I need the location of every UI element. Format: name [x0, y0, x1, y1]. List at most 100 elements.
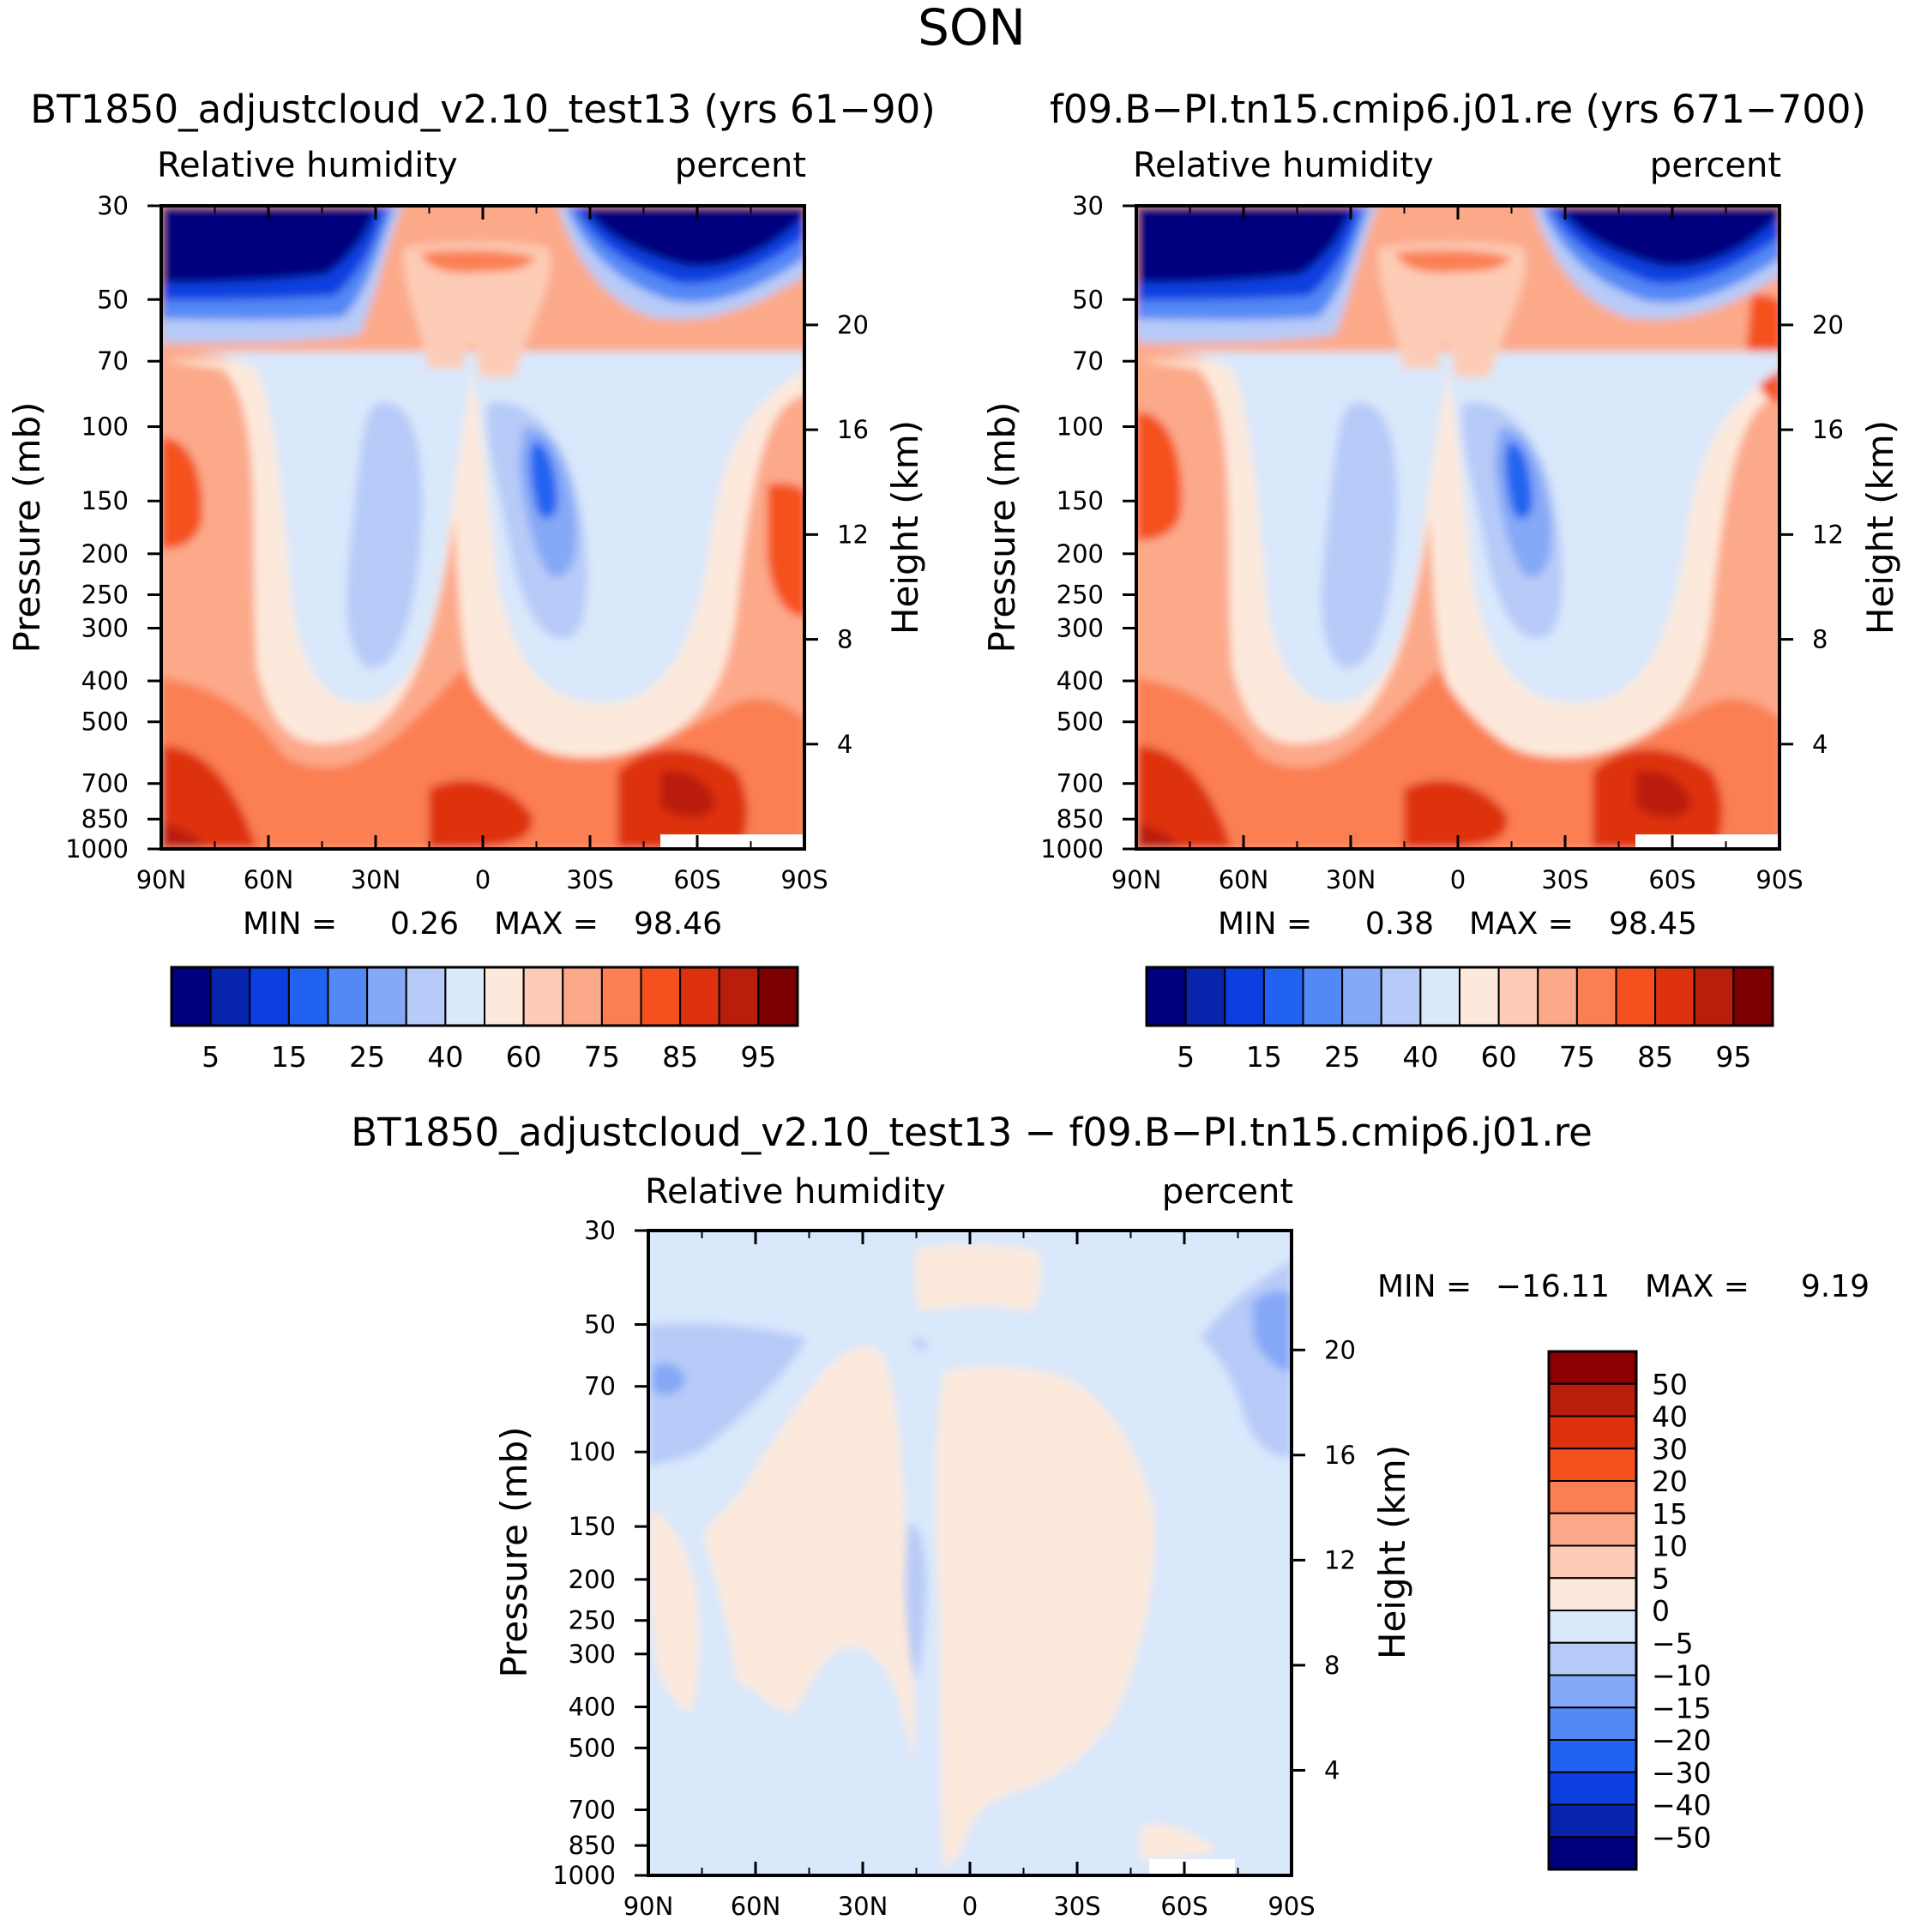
panel-control-title: f09.B−PI.tn15.cmip6.j01.re (yrs 671−700) — [1050, 87, 1866, 132]
y2-tick-label: 20 — [837, 310, 869, 340]
colorbar-label: 75 — [1559, 1040, 1595, 1074]
panel-model-right-string: percent — [675, 146, 806, 185]
colorbar-box — [366, 966, 407, 1026]
y-tick-label: 400 — [1057, 666, 1104, 695]
colorbar-box — [1380, 966, 1422, 1026]
contour-surface-peak — [1136, 771, 1691, 849]
y-tick-label: 250 — [81, 580, 129, 609]
colorbar-label: 40 — [427, 1040, 463, 1074]
contour-diff-positive-sh — [936, 1366, 1154, 1869]
y-tick-label: 200 — [1057, 539, 1104, 569]
y-tick-label: 500 — [1057, 707, 1104, 737]
x-tick-label: 90S — [1755, 865, 1803, 894]
contour-tropopause-warmer — [1395, 250, 1511, 273]
colorbar-box — [640, 966, 682, 1026]
y-tick-label: 850 — [1057, 804, 1104, 834]
contour-tropopause-warm — [1378, 242, 1526, 377]
y-tick-label: 400 — [81, 666, 129, 695]
y-tick-label: 1000 — [552, 1861, 616, 1890]
colorbar-frame — [1547, 1350, 1638, 1871]
panel-difference-ylabel: Pressure (mb) — [493, 1426, 535, 1677]
colorbar-box — [1548, 1641, 1637, 1676]
panel-difference-min-value: −16.11 — [1496, 1269, 1610, 1304]
colorbar-box — [444, 966, 485, 1026]
y-tick-label: 150 — [1057, 486, 1104, 515]
colorbar-label: −5 — [1652, 1627, 1694, 1660]
colorbar-box — [1302, 966, 1344, 1026]
colorbar-box — [1497, 966, 1539, 1026]
colorbar-label: −10 — [1652, 1659, 1712, 1693]
colorbar-label: 40 — [1652, 1400, 1688, 1434]
contour-diff-positive-edge — [649, 1509, 700, 1715]
contour-trop-core — [1505, 442, 1533, 519]
y-tick-label: 300 — [569, 1640, 616, 1669]
y-tick-label: 30 — [584, 1216, 616, 1245]
panel-model-ylabel: Pressure (mb) — [6, 401, 48, 653]
colorbar-label: −30 — [1652, 1756, 1712, 1790]
colorbar-label: −50 — [1652, 1821, 1712, 1854]
colorbar-label: 15 — [1246, 1040, 1282, 1074]
y-tick-label: 50 — [1072, 285, 1104, 314]
panel-difference-min-label: MIN = — [1377, 1269, 1472, 1304]
panel-model-colorbar: 5 15 25 40 60 75 85 95 — [170, 966, 799, 1074]
y2-tick-label: 20 — [1324, 1335, 1356, 1364]
colorbar-box — [1548, 1351, 1637, 1385]
x-tick-label: 90N — [1111, 865, 1162, 894]
colorbar-box — [1548, 1739, 1637, 1773]
colorbar-label: 40 — [1402, 1040, 1438, 1074]
y2-tick-label: 4 — [837, 730, 852, 759]
contour-strat-4 — [161, 206, 804, 283]
contour-surface-strong — [1136, 746, 1723, 849]
colorbar-label: 85 — [1637, 1040, 1673, 1074]
colorbar-box — [1548, 1706, 1637, 1741]
y2-tick-label: 8 — [837, 625, 852, 654]
contour-diff-negative-trop — [905, 1339, 929, 1681]
colorbar-box — [1459, 966, 1500, 1026]
contour-surface-peak — [161, 771, 716, 849]
contour-tropopause-warm — [403, 242, 551, 377]
colorbar-box — [1732, 966, 1774, 1026]
panel-control-colorbar: 5 15 25 40 60 75 85 95 — [1145, 966, 1774, 1074]
y2-tick-label: 12 — [837, 520, 869, 549]
x-tick-label: 90N — [136, 865, 187, 894]
y-tick-label: 50 — [584, 1310, 616, 1339]
y-tick-label: 700 — [1057, 769, 1104, 798]
y-tick-label: 150 — [81, 486, 129, 515]
colorbar-box — [679, 966, 720, 1026]
y2-tick-label: 8 — [1324, 1651, 1340, 1680]
x-tick-label: 60S — [1160, 1892, 1207, 1921]
contour-tropopause-warmer — [420, 250, 536, 273]
panel-model-min-value: 0.26 — [390, 906, 459, 942]
y-tick-label: 850 — [81, 804, 129, 834]
colorbar-box — [1548, 1836, 1637, 1870]
colorbar-frame — [1145, 966, 1774, 1027]
colorbar-box — [1548, 1610, 1637, 1644]
panel-model: BT1850_adjustcloud_v2.10_test13 (yrs 61−… — [6, 87, 936, 1074]
y-tick-label: 250 — [569, 1606, 616, 1635]
colorbar-label: 95 — [1715, 1040, 1751, 1074]
colorbar-box — [1184, 966, 1226, 1026]
colorbar-box — [287, 966, 329, 1026]
y-tick-label: 1000 — [65, 834, 129, 864]
colorbar-box — [1548, 1674, 1637, 1709]
y2-tick-label: 4 — [1324, 1755, 1340, 1785]
y-tick-label: 70 — [1072, 346, 1104, 376]
panel-control-max-value: 98.45 — [1609, 906, 1697, 942]
colorbar-label: 20 — [1652, 1465, 1688, 1498]
colorbar-label: 5 — [202, 1040, 220, 1074]
x-tick-label: 60N — [244, 865, 294, 894]
colorbar-box — [1548, 1382, 1637, 1417]
panel-model-contours — [161, 206, 804, 849]
y2-tick-label: 20 — [1812, 310, 1844, 340]
panel-difference-contours — [648, 1231, 1292, 1875]
y-tick-label: 100 — [1057, 412, 1104, 442]
colorbar-box — [1575, 966, 1617, 1026]
page-title: SON — [918, 0, 1026, 57]
panel-control-contours — [1136, 206, 1780, 849]
colorbar-box — [522, 966, 564, 1026]
colorbar-box — [1341, 966, 1382, 1026]
panel-difference-left-string: Relative humidity — [645, 1172, 946, 1212]
panel-difference-right-string: percent — [1162, 1172, 1293, 1212]
y-tick-label: 700 — [569, 1796, 616, 1825]
